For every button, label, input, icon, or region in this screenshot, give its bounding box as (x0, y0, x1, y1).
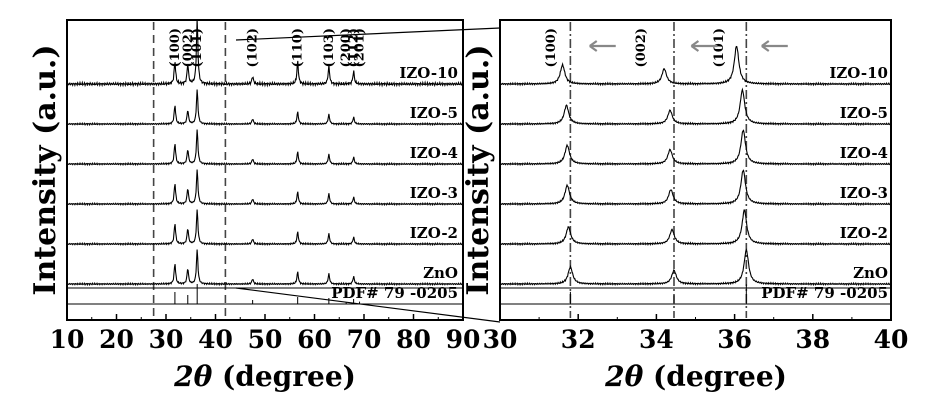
x-tick-label: 30 (149, 325, 184, 354)
x-tick-label: 70 (347, 325, 382, 354)
left-x-axis-symbol: 2θ (173, 360, 212, 393)
series-trace (67, 90, 463, 125)
peak-label: (103) (322, 28, 337, 67)
right-x-axis-unit: (degree) (643, 360, 787, 393)
series-label: IZO-2 (410, 224, 458, 242)
series-trace (67, 210, 463, 245)
peak-label: (101) (190, 28, 205, 67)
series-trace (500, 210, 891, 245)
peak-label: (101) (712, 28, 727, 67)
x-tick-label: 40 (874, 325, 909, 354)
series-label: IZO-4 (840, 144, 888, 162)
shift-arrow (762, 41, 788, 51)
x-tick-label: 38 (795, 325, 830, 354)
series-label: ZnO (853, 264, 888, 282)
series-trace (500, 250, 891, 285)
left-y-axis-title: Intensity (a.u.) (28, 44, 63, 295)
series-label: IZO-4 (410, 144, 458, 162)
series-label: IZO-10 (399, 64, 458, 82)
x-tick-label: 20 (99, 325, 134, 354)
x-tick-label: 60 (297, 325, 332, 354)
peak-label: (102) (246, 28, 261, 67)
series-trace (67, 170, 463, 205)
x-tick-label: 32 (561, 325, 596, 354)
x-tick-label: 34 (639, 325, 674, 354)
x-tick-label: 10 (50, 325, 85, 354)
zoom-connector-top (236, 28, 500, 40)
x-tick-label: 90 (446, 325, 481, 354)
x-tick-label: 40 (198, 325, 233, 354)
series-label: PDF# 79 -0205 (761, 284, 888, 302)
right-x-axis-title: 2θ (degree) (604, 360, 787, 393)
right-panel: IZO-10 IZO-5 IZO-4 IZO-3 IZO-2 ZnO PDF# 79 -02… (461, 20, 908, 393)
x-tick-label: 30 (483, 325, 518, 354)
series-label: PDF# 79 -0205 (331, 284, 458, 302)
right-x-axis-symbol: 2θ (604, 360, 643, 393)
series-label: IZO-3 (840, 184, 888, 202)
series-label: IZO-10 (829, 64, 888, 82)
series-trace (67, 130, 463, 165)
shift-arrow (590, 41, 616, 51)
left-x-axis-title: 2θ (degree) (173, 360, 356, 393)
series-label: IZO-2 (840, 224, 888, 242)
left-x-axis-unit: (degree) (212, 360, 356, 393)
peak-label: (110) (291, 28, 306, 67)
series-trace (67, 250, 463, 285)
series-label: ZnO (423, 264, 458, 282)
x-tick-label: 50 (248, 325, 283, 354)
peak-label: (002) (634, 28, 649, 67)
left-panel: IZO-10 IZO-5 IZO-4 IZO-3 IZO-2 ZnO PDF# 79 -02… (28, 19, 480, 393)
x-tick-label: 80 (396, 325, 431, 354)
right-y-axis-title: Intensity (a.u.) (461, 44, 496, 295)
series-label: IZO-5 (410, 104, 458, 122)
peak-label: (100) (544, 28, 559, 67)
series-label: IZO-3 (410, 184, 458, 202)
left-plot-content: IZO-10 IZO-5 IZO-4 IZO-3 IZO-2 ZnO PDF# 79 -02… (67, 19, 463, 318)
series-trace (500, 170, 891, 204)
x-tick-label: 36 (717, 325, 752, 354)
right-plot-content: IZO-10 IZO-5 IZO-4 IZO-3 IZO-2 ZnO PDF# 79 -02… (500, 22, 891, 318)
series-trace (500, 130, 891, 164)
series-label: IZO-5 (840, 104, 888, 122)
series-trace (500, 90, 891, 125)
